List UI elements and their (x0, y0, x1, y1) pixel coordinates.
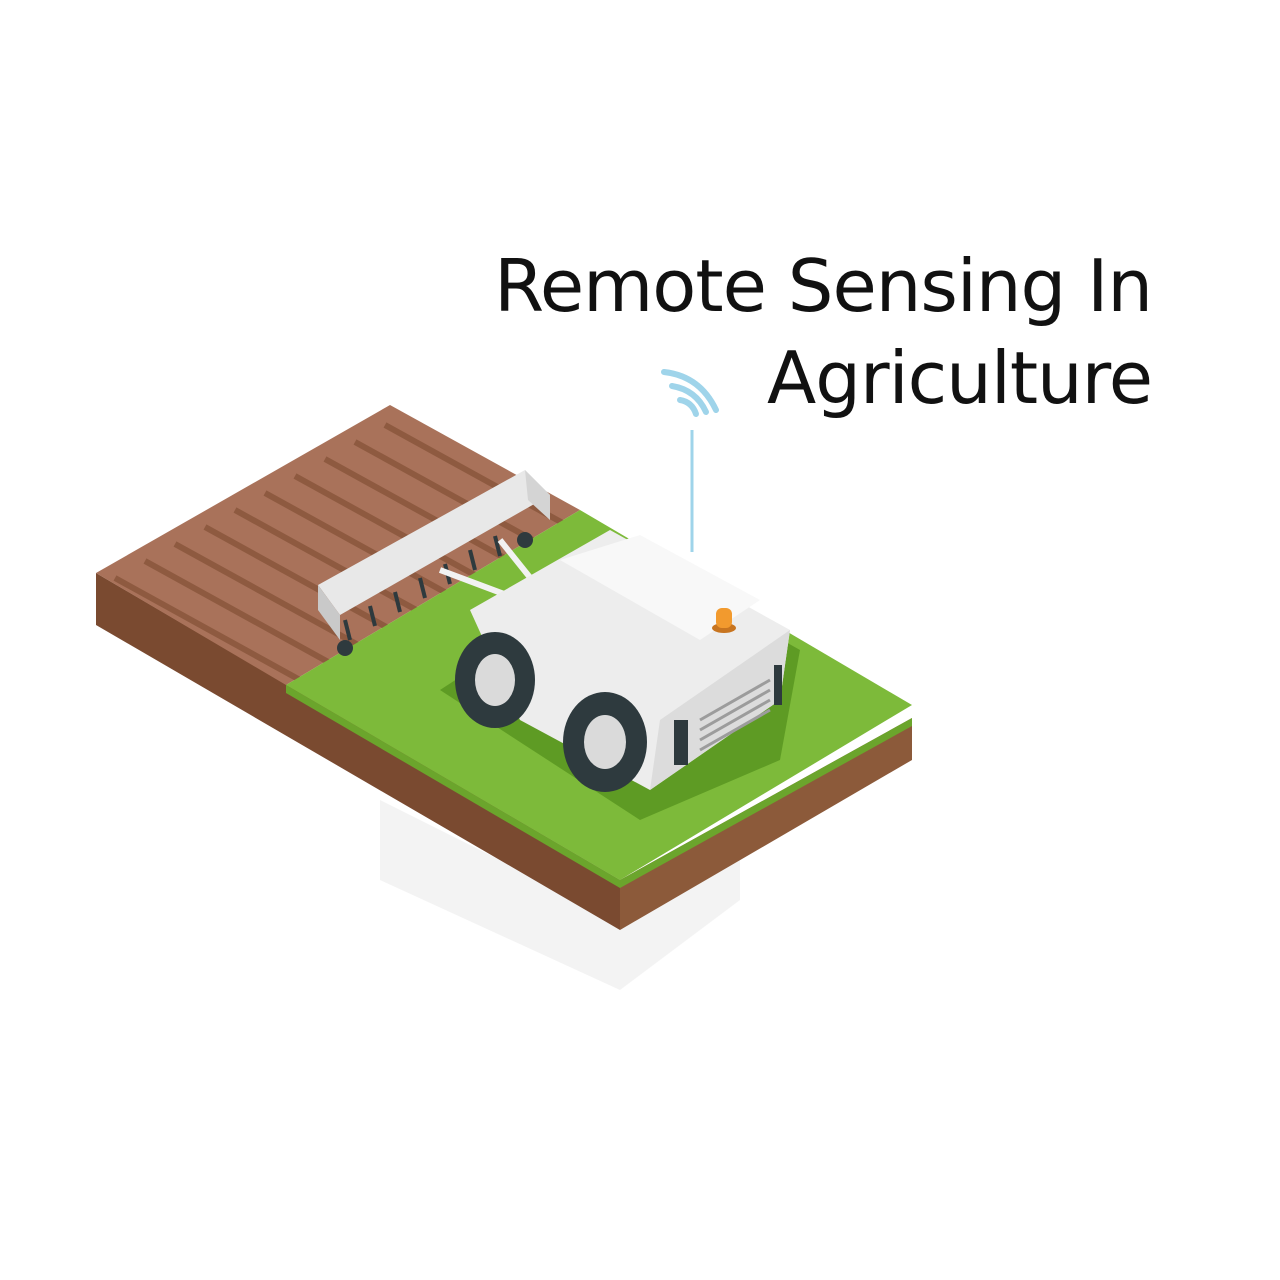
robot-wheel-rear (455, 632, 535, 728)
soil-top (96, 405, 580, 685)
tile-side-grass-edge (286, 685, 620, 888)
tile-side-left (96, 573, 620, 930)
beacon-light-icon (712, 608, 736, 633)
robot-wheel-front (563, 692, 647, 792)
cultivator-implement (318, 470, 550, 656)
farm-robot (455, 530, 790, 792)
tile-side-right (620, 718, 912, 930)
tile-side-grass-edge-right (620, 718, 912, 888)
title-line-2: Agriculture (767, 336, 1153, 420)
title-line-1: Remote Sensing In (494, 244, 1153, 328)
page-title: Remote Sensing In Agriculture (494, 240, 1153, 424)
robot-grille (699, 678, 771, 752)
wifi-signal-icon (661, 369, 719, 417)
